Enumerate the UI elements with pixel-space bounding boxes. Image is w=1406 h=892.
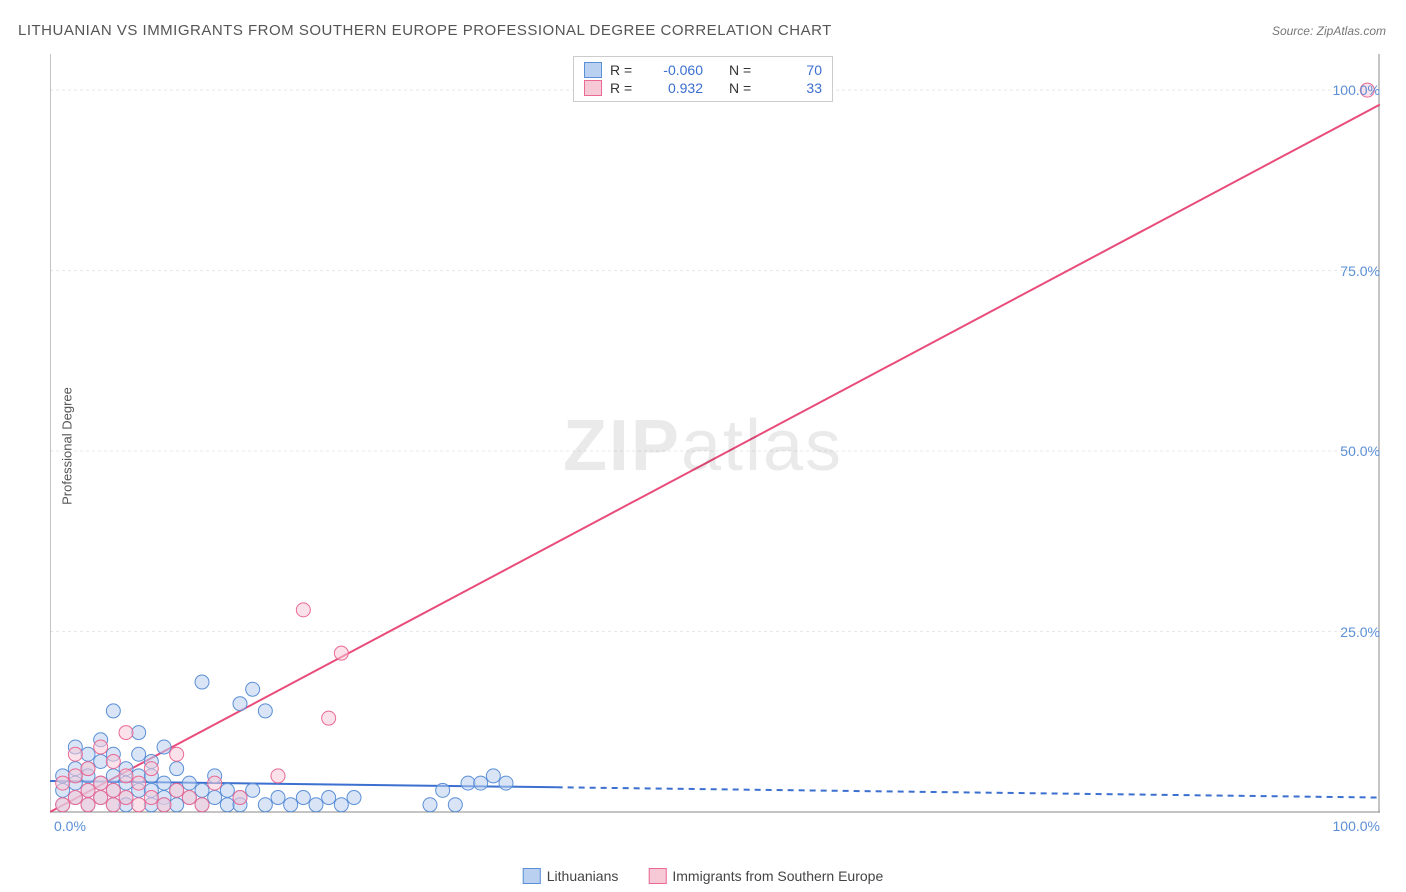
r-value-1: -0.060: [648, 62, 703, 78]
r-value-2: 0.932: [648, 80, 703, 96]
r-label-2: R =: [610, 80, 640, 96]
y-tick-label: 25.0%: [1340, 624, 1380, 640]
legend-swatch-southern-europe: [648, 868, 666, 884]
legend-swatch-1: [584, 62, 602, 78]
series-legend: Lithuanians Immigrants from Southern Eur…: [523, 868, 884, 884]
legend-item-2: Immigrants from Southern Europe: [648, 868, 883, 884]
legend-swatch-2: [584, 80, 602, 96]
x-tick-max: 100.0%: [1333, 818, 1380, 834]
y-tick-label: 100.0%: [1333, 82, 1380, 98]
legend-label-2: Immigrants from Southern Europe: [672, 868, 883, 884]
n-label-2: N =: [729, 80, 759, 96]
chart-plot-area: [50, 54, 1380, 842]
n-value-2: 33: [767, 80, 822, 96]
legend-row-series2: R = 0.932 N = 33: [584, 79, 822, 97]
y-tick-label: 50.0%: [1340, 443, 1380, 459]
r-label-1: R =: [610, 62, 640, 78]
chart-title: LITHUANIAN VS IMMIGRANTS FROM SOUTHERN E…: [18, 22, 832, 39]
legend-label-1: Lithuanians: [547, 868, 619, 884]
legend-row-series1: R = -0.060 N = 70: [584, 61, 822, 79]
n-label-1: N =: [729, 62, 759, 78]
n-value-1: 70: [767, 62, 822, 78]
legend-swatch-lithuanians: [523, 868, 541, 884]
legend-item-1: Lithuanians: [523, 868, 619, 884]
scatter-chart-svg: [50, 54, 1380, 842]
correlation-legend: R = -0.060 N = 70 R = 0.932 N = 33: [573, 56, 833, 102]
y-tick-label: 75.0%: [1340, 263, 1380, 279]
source-attribution: Source: ZipAtlas.com: [1272, 24, 1386, 38]
x-tick-min: 0.0%: [54, 818, 86, 834]
